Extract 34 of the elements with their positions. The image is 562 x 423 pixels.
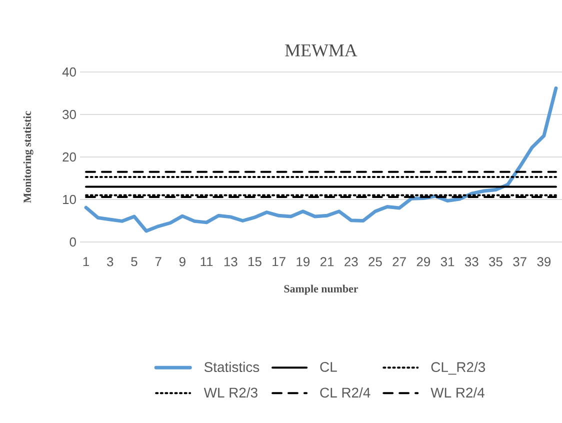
x-tick-label: 15 [248, 257, 262, 266]
x-tick-label: 9 [179, 257, 186, 266]
x-tick-label: 1 [83, 257, 89, 266]
y-tick-label: 30 [62, 110, 76, 120]
legend-label: Statistics [204, 362, 260, 372]
x-tick-label: 35 [489, 257, 502, 266]
chart-title: MEWMA [285, 44, 358, 57]
legend-label: CL_R2/3 [431, 362, 486, 375]
legend-label: CL R2/4 [320, 387, 370, 398]
x-tick-label: 33 [464, 257, 478, 266]
x-tick-label: 39 [537, 257, 551, 266]
x-tick-label: 21 [320, 257, 334, 266]
x-tick-label: 27 [392, 257, 406, 266]
x-tick-label: 3 [107, 257, 114, 266]
y-tick-label: 40 [62, 67, 76, 77]
y-tick-label: 10 [63, 194, 76, 204]
legend-label: WL R2/3 [204, 387, 258, 398]
x-tick-label: 23 [344, 257, 358, 266]
x-tick-label: 25 [368, 257, 382, 266]
x-tick-label: 13 [224, 257, 238, 266]
x-tick-label: 17 [272, 257, 286, 266]
x-axis-title: Sample number [284, 284, 358, 295]
y-axis-title: Monitoring statistic [23, 111, 34, 203]
legend-label: CL [320, 362, 337, 372]
legend-label: WL R2/4 [430, 387, 484, 398]
x-tick-label: 29 [416, 257, 430, 266]
x-tick-label: 19 [296, 257, 310, 266]
y-tick-label: 0 [70, 237, 76, 247]
x-tick-label: 5 [131, 257, 138, 266]
y-tick-label: 20 [62, 152, 76, 162]
x-tick-label: 31 [440, 257, 454, 266]
x-tick-label: 11 [200, 257, 213, 266]
x-tick-label: 37 [513, 257, 526, 266]
x-tick-label: 7 [155, 257, 162, 266]
